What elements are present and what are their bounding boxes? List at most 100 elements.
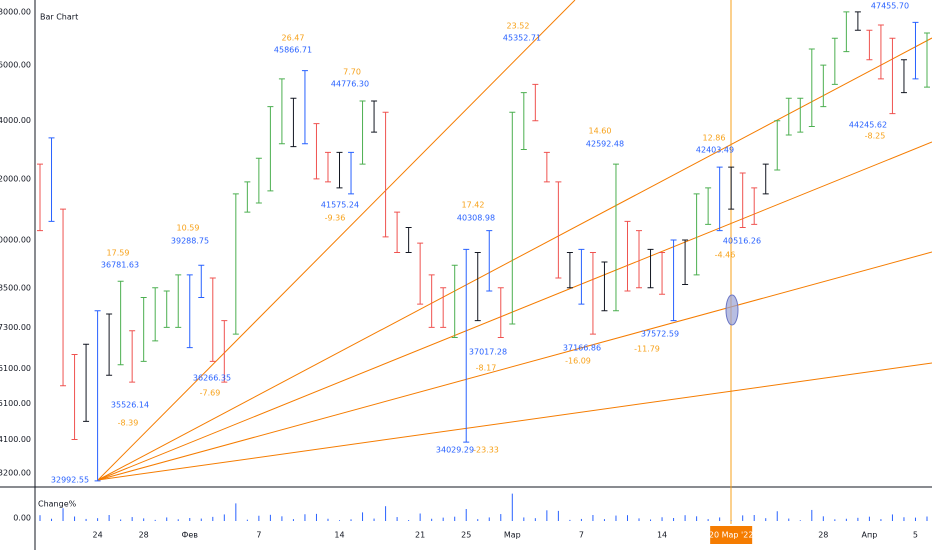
change-bar xyxy=(131,517,133,521)
price-bar xyxy=(474,252,481,322)
change-bar xyxy=(477,519,479,521)
price-bar xyxy=(739,172,746,229)
annotation: 44245.62 xyxy=(849,121,887,130)
change-bar xyxy=(684,515,686,521)
change-bar xyxy=(269,514,271,521)
price-bar xyxy=(693,193,700,276)
price-bar xyxy=(209,277,216,362)
change-bar xyxy=(315,513,317,521)
change-bar xyxy=(454,516,456,521)
price-bar xyxy=(117,280,124,366)
change-bar xyxy=(51,518,53,521)
change-bar xyxy=(834,519,836,521)
y-tick-label: 37300.00 xyxy=(0,323,31,332)
gann-fan xyxy=(97,0,932,481)
price-bar xyxy=(152,287,159,342)
price-bar xyxy=(808,48,815,127)
price-bar xyxy=(463,248,470,443)
price-bar xyxy=(682,239,689,286)
y-tick-label: 42000.00 xyxy=(0,174,31,183)
price-bar xyxy=(451,264,458,338)
price-bar xyxy=(336,151,343,189)
change-bar xyxy=(776,511,778,521)
price-bar xyxy=(48,137,55,222)
price-bar xyxy=(762,163,769,195)
price-bar xyxy=(486,230,493,292)
y-tick-label: 35100.00 xyxy=(0,399,31,408)
annotation: 35526.14 xyxy=(111,401,149,410)
price-bar xyxy=(221,320,228,383)
change-bar xyxy=(200,518,202,521)
price-bar xyxy=(175,274,182,328)
price-bar xyxy=(877,24,884,80)
x-tick-label: 25 xyxy=(461,531,471,540)
change-bar xyxy=(696,516,698,521)
price-bar xyxy=(566,252,573,289)
change-bar xyxy=(74,516,76,521)
price-bar xyxy=(785,97,792,136)
price-bar xyxy=(831,37,838,85)
change-bar xyxy=(120,519,122,521)
fan-line xyxy=(97,362,932,481)
change-bar xyxy=(327,518,329,521)
price-bar xyxy=(578,248,585,305)
price-bar xyxy=(71,353,78,441)
price-bar xyxy=(543,151,550,183)
change-bar xyxy=(350,519,352,521)
annotation: 39288.75 xyxy=(171,237,209,246)
price-bar xyxy=(889,37,896,115)
change-bar xyxy=(592,515,594,521)
price-bar xyxy=(371,100,378,133)
change-bar xyxy=(362,512,364,521)
annotation: 34029.29 xyxy=(436,446,474,455)
price-bar xyxy=(83,343,90,422)
change-bar xyxy=(442,517,444,521)
change-bar xyxy=(753,515,755,521)
price-bar xyxy=(106,313,113,376)
change-bar xyxy=(339,520,341,521)
change-bar xyxy=(868,516,870,521)
price-bar xyxy=(301,70,308,145)
change-bar xyxy=(408,520,410,521)
annotation: 12.86 xyxy=(703,134,726,143)
x-tick-label: 14 xyxy=(657,531,667,540)
price-bar xyxy=(244,181,251,213)
change-bar xyxy=(373,518,375,521)
price-bar xyxy=(900,59,907,94)
panel-title: Change% xyxy=(38,500,77,509)
change-bar xyxy=(281,516,283,521)
change-bar xyxy=(292,519,294,521)
change-bar xyxy=(85,518,87,521)
change-bar xyxy=(235,503,237,521)
price-bar xyxy=(255,157,262,204)
annotation: 10.59 xyxy=(177,224,200,233)
price-bar xyxy=(140,297,147,362)
change-bar xyxy=(903,517,905,521)
change-bar xyxy=(177,519,179,521)
change-bar xyxy=(523,517,525,521)
change-bar xyxy=(788,518,790,521)
x-tick-label: Мар xyxy=(504,531,521,540)
change-bar xyxy=(880,519,882,521)
annotation: -7.69 xyxy=(200,389,221,398)
y-tick-label: 36100.00 xyxy=(0,364,31,373)
annotation: 41575.24 xyxy=(321,201,359,210)
x-tick-label: 14 xyxy=(334,531,344,540)
x-tick-label: 7 xyxy=(256,531,261,540)
change-bar xyxy=(615,515,617,521)
change-bar xyxy=(580,518,582,521)
price-bar xyxy=(198,264,205,299)
price-bar xyxy=(854,11,861,31)
y-tick-label: 44000.00 xyxy=(0,116,31,125)
annotation: -8.17 xyxy=(476,364,497,373)
panel-tick-label: 0.00 xyxy=(13,514,31,523)
change-bar xyxy=(419,513,421,521)
change-bar xyxy=(661,517,663,521)
annotation: 45352.71 xyxy=(503,34,541,43)
x-tick-label: 21 xyxy=(415,531,425,540)
change-bar xyxy=(557,510,559,521)
annotation: -16.09 xyxy=(565,357,591,366)
change-bar xyxy=(143,518,145,521)
change-bar xyxy=(154,519,156,521)
